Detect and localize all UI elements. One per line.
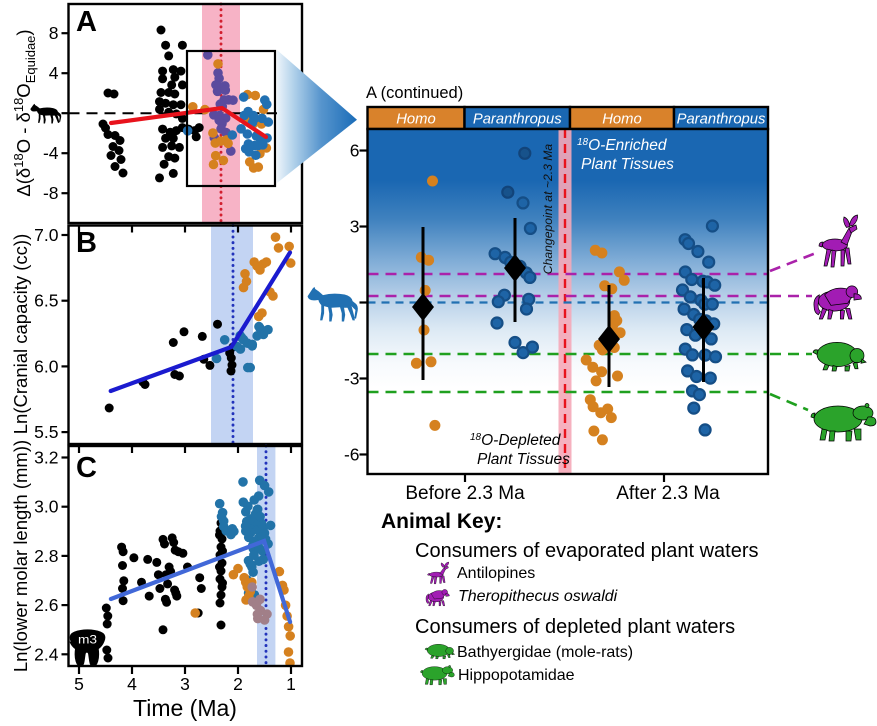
svg-text:7.0: 7.0 [34, 225, 59, 245]
svg-text:18O-Depleted: 18O-Depleted [470, 432, 562, 449]
svg-text:-4: -4 [43, 143, 59, 163]
svg-text:Δ(δ18O - δ18OEquidae): Δ(δ18O - δ18OEquidae) [11, 29, 38, 196]
svg-text:8: 8 [49, 23, 59, 43]
svg-text:Time (Ma): Time (Ma) [133, 695, 237, 721]
svg-text:Paranthropus: Paranthropus [473, 112, 562, 128]
svg-text:1: 1 [286, 674, 296, 694]
svg-text:After 2.3 Ma: After 2.3 Ma [616, 483, 720, 504]
svg-text:Antilopines: Antilopines [457, 565, 535, 582]
svg-text:B: B [76, 227, 97, 259]
svg-text:Plant Tissues: Plant Tissues [581, 156, 674, 173]
svg-text:6.5: 6.5 [34, 291, 58, 311]
svg-text:Consumers of depleted plant wa: Consumers of depleted plant waters [415, 616, 735, 638]
svg-text:5.5: 5.5 [34, 422, 58, 442]
svg-text:6: 6 [350, 141, 360, 161]
svg-text:Ln(lower molar length (mm)): Ln(lower molar length (mm)) [10, 440, 31, 672]
svg-text:Ln(Cranial capacity (cc)): Ln(Cranial capacity (cc)) [10, 234, 31, 434]
svg-text:Paranthropus: Paranthropus [677, 112, 766, 128]
svg-text:Before 2.3 Ma: Before 2.3 Ma [405, 483, 525, 504]
svg-text:4: 4 [127, 674, 137, 694]
svg-text:2.8: 2.8 [34, 546, 58, 566]
svg-text:Plant Tissues: Plant Tissues [477, 451, 570, 468]
svg-text:3: 3 [350, 217, 360, 237]
svg-text:2: 2 [233, 674, 243, 694]
svg-text:18O-Enriched: 18O-Enriched [577, 137, 668, 154]
svg-text:-3: -3 [344, 368, 360, 388]
svg-text:Consumers of evaporated plant: Consumers of evaporated plant waters [415, 540, 759, 562]
svg-text:2.4: 2.4 [34, 644, 59, 664]
svg-text:Homo: Homo [602, 112, 641, 128]
svg-text:5: 5 [74, 674, 84, 694]
svg-text:m3: m3 [78, 634, 97, 647]
svg-text:4: 4 [49, 63, 59, 83]
svg-text:3.0: 3.0 [34, 497, 59, 517]
svg-text:3: 3 [180, 674, 190, 694]
svg-text:C: C [76, 452, 97, 484]
svg-text:-6: -6 [344, 444, 360, 464]
svg-text:6.0: 6.0 [34, 356, 59, 376]
svg-text:Theropithecus oswaldi: Theropithecus oswaldi [458, 588, 618, 605]
svg-text:Hippopotamidae: Hippopotamidae [458, 667, 575, 684]
svg-text:-8: -8 [43, 183, 59, 203]
svg-text:A: A [76, 6, 97, 38]
svg-text:Bathyergidae (mole-rats): Bathyergidae (mole-rats) [457, 644, 633, 661]
svg-text:Changepoint at ~2.3 Ma: Changepoint at ~2.3 Ma [541, 144, 555, 275]
svg-text:2.6: 2.6 [34, 595, 58, 615]
svg-text:A (continued): A (continued) [366, 84, 463, 102]
svg-text:Animal Key:: Animal Key: [381, 510, 502, 533]
svg-text:3.2: 3.2 [34, 448, 58, 468]
svg-text:Homo: Homo [396, 112, 435, 128]
